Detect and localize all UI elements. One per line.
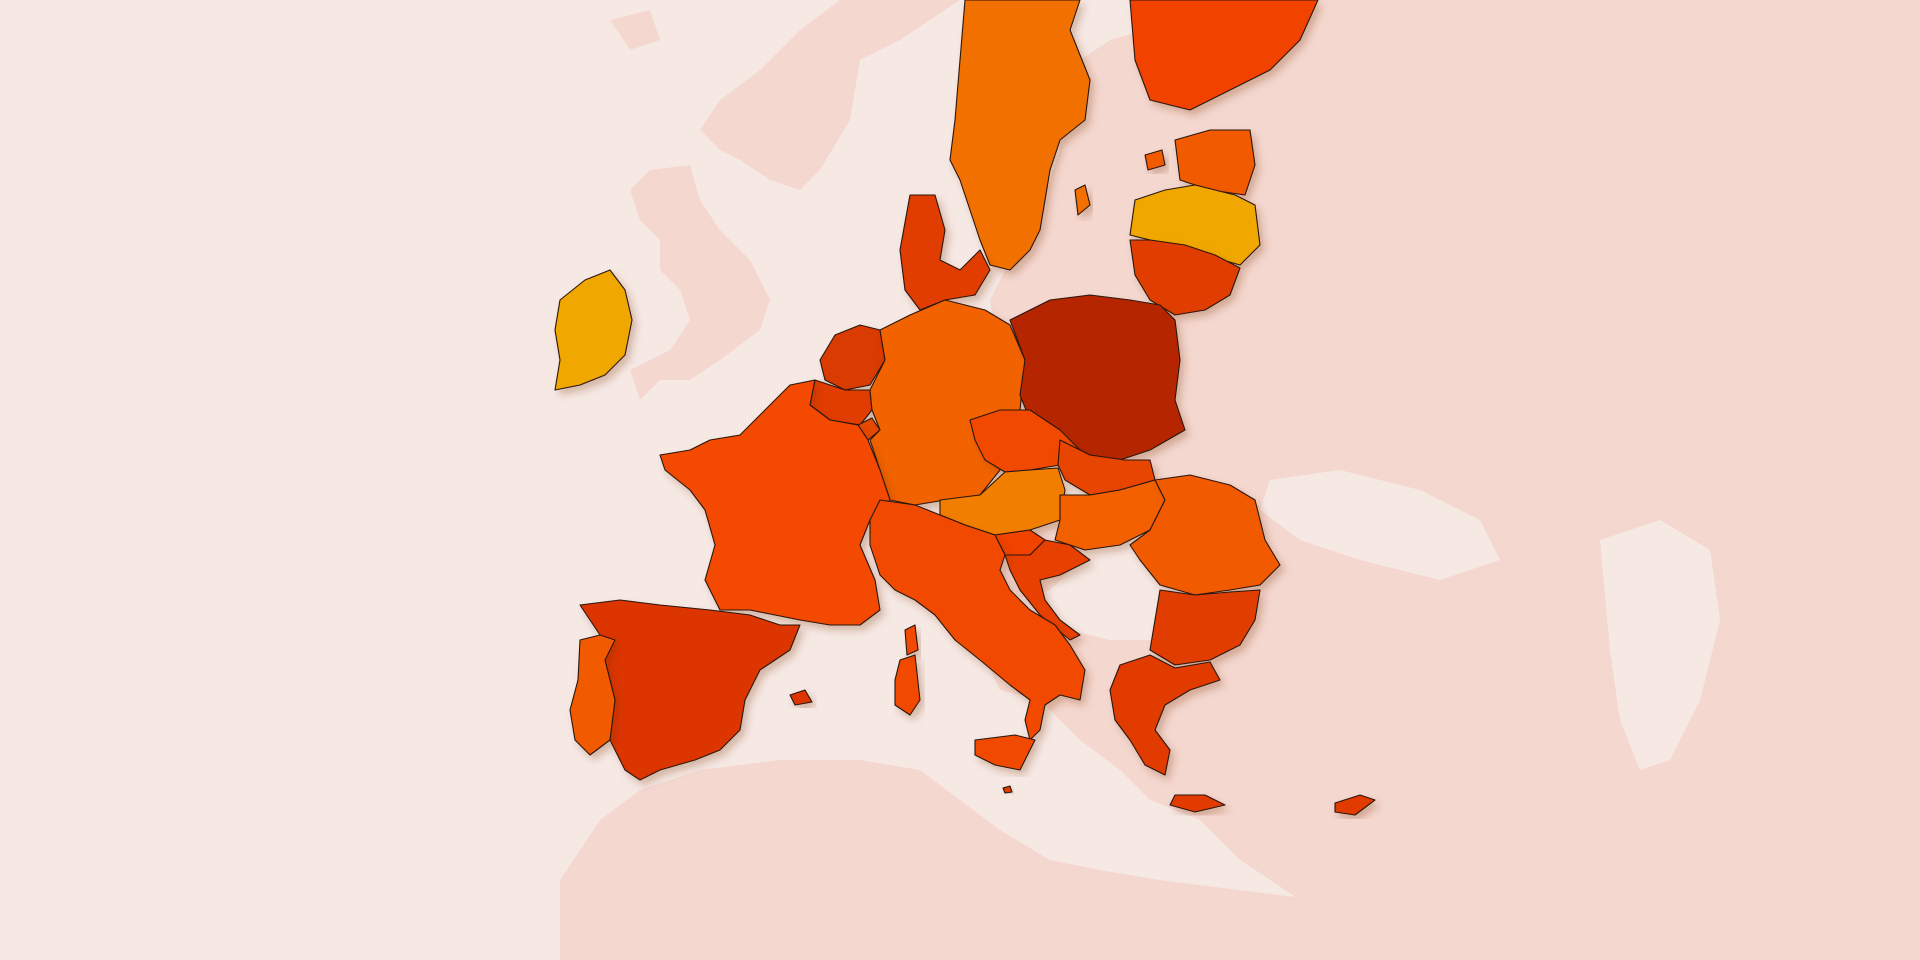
country-croatia bbox=[1004, 539, 1091, 641]
non-eu-land bbox=[560, 0, 1920, 960]
country-italy bbox=[869, 499, 1086, 741]
country-sardinia bbox=[894, 654, 921, 716]
country-sicily bbox=[974, 734, 1036, 771]
country-ireland bbox=[554, 269, 633, 391]
country-balearic bbox=[789, 689, 813, 706]
country-netherlands bbox=[819, 324, 886, 391]
country-latvia bbox=[1129, 184, 1261, 266]
country-cyprus bbox=[1334, 794, 1376, 816]
country-greece bbox=[1109, 654, 1221, 776]
eu-countries bbox=[554, 0, 1376, 816]
country-portugal bbox=[569, 634, 616, 756]
country-lithuania bbox=[1129, 239, 1241, 316]
country-saaremaa bbox=[1144, 149, 1166, 171]
country-gotland bbox=[1074, 184, 1091, 216]
country-sweden bbox=[949, 0, 1091, 271]
country-bulgaria bbox=[1149, 589, 1261, 666]
country-corsica bbox=[904, 624, 919, 656]
country-france bbox=[659, 379, 891, 626]
country-romania bbox=[1129, 474, 1281, 596]
country-estonia bbox=[1174, 129, 1256, 196]
country-finland bbox=[1129, 0, 1319, 111]
country-malta bbox=[1002, 785, 1013, 794]
country-denmark bbox=[899, 194, 991, 311]
country-crete bbox=[1169, 794, 1226, 813]
